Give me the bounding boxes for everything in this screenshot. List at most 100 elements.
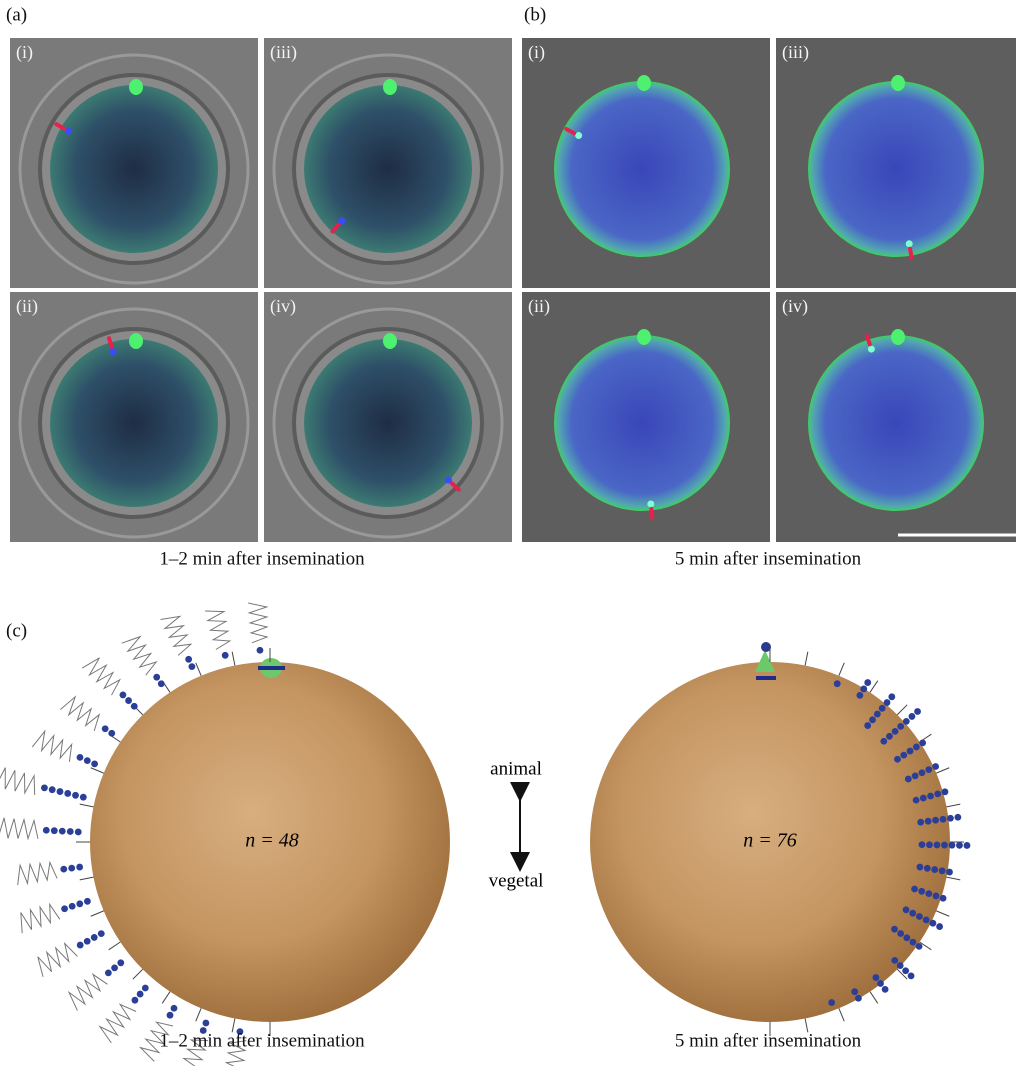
sperm-head xyxy=(897,930,904,937)
sperm-head xyxy=(877,980,884,987)
subpanel-label: (ii) xyxy=(528,296,550,317)
sperm-head xyxy=(72,792,79,799)
tick xyxy=(936,911,949,916)
panel-label: (a) xyxy=(6,4,27,25)
subpanel-label: (i) xyxy=(16,42,33,63)
tick xyxy=(133,969,143,979)
sperm-head xyxy=(910,939,917,946)
sperm-head xyxy=(76,900,83,907)
sperm-head xyxy=(60,866,67,873)
sperm-tail xyxy=(100,1004,136,1043)
sperm-head xyxy=(864,722,871,729)
sperm-head xyxy=(886,733,893,740)
tick xyxy=(162,992,170,1004)
sperm-head xyxy=(933,893,940,900)
axis-label: vegetal xyxy=(489,870,544,891)
sperm-tail xyxy=(248,603,267,643)
sperm-head xyxy=(913,744,920,751)
sperm-head xyxy=(920,795,927,802)
sperm-tail xyxy=(60,697,99,731)
axis-label: animal xyxy=(490,758,542,779)
sperm-head xyxy=(880,738,887,745)
sperm-head xyxy=(927,793,934,800)
caption: 1–2 min after insemination xyxy=(159,1030,365,1051)
sperm-head xyxy=(917,819,924,826)
sperm-head xyxy=(882,986,889,993)
micrograph: (i) xyxy=(522,38,770,288)
micrograph: (ii) xyxy=(10,292,258,542)
sperm-head xyxy=(117,959,124,966)
micrograph: (iii) xyxy=(776,38,1016,288)
sperm-head xyxy=(879,705,886,712)
sperm-head xyxy=(864,679,871,686)
tick xyxy=(870,992,878,1004)
sperm-head xyxy=(137,991,144,998)
sperm-head xyxy=(102,725,109,732)
image xyxy=(522,38,770,288)
sperm-tail xyxy=(32,731,71,762)
sperm-head xyxy=(869,716,876,723)
arrowhead xyxy=(109,338,112,347)
sperm-head xyxy=(91,761,98,768)
sperm-head xyxy=(903,934,910,941)
polar-body xyxy=(383,79,397,95)
sperm-head xyxy=(911,886,918,893)
sperm-head xyxy=(68,865,75,872)
arrowhead xyxy=(910,249,912,258)
sperm-head xyxy=(949,842,956,849)
egg xyxy=(554,81,730,257)
sperm-head xyxy=(153,674,160,681)
sperm-head xyxy=(954,814,961,821)
sperm-head xyxy=(905,776,912,783)
sperm-head xyxy=(872,974,879,981)
sperm-head xyxy=(91,934,98,941)
sperm-head xyxy=(925,818,932,825)
tick xyxy=(805,652,808,666)
sperm-tail xyxy=(38,944,78,977)
sperm-tail xyxy=(69,974,108,1010)
sperm-head xyxy=(891,926,898,933)
tick xyxy=(870,681,878,693)
tick xyxy=(232,652,235,666)
sperm-head xyxy=(932,817,939,824)
sperm-head xyxy=(923,916,930,923)
image xyxy=(776,292,1016,542)
sperm-head xyxy=(222,652,229,659)
sperm-head xyxy=(897,723,904,730)
caption: 5 min after insemination xyxy=(675,1030,862,1051)
image xyxy=(264,292,512,542)
sperm-head xyxy=(834,680,841,687)
sperm-head xyxy=(171,1005,178,1012)
sperm-head xyxy=(257,647,264,654)
sperm-head xyxy=(941,842,948,849)
sperm-tail xyxy=(82,658,120,695)
tick xyxy=(947,877,961,880)
sperm-head xyxy=(856,692,863,699)
sperm-head xyxy=(158,680,165,687)
tick xyxy=(80,877,94,880)
sperm-head xyxy=(41,784,48,791)
caption: 5 min after insemination xyxy=(675,548,862,569)
image xyxy=(10,38,258,288)
sperm-head xyxy=(934,791,941,798)
sperm-head xyxy=(75,829,82,836)
micrograph: (iv) xyxy=(264,292,512,542)
sperm-head xyxy=(934,842,941,849)
sperm-head xyxy=(167,1012,174,1019)
sperm-head xyxy=(936,923,943,930)
sperm-head xyxy=(964,842,971,849)
sperm-head xyxy=(108,730,115,737)
sperm-head xyxy=(98,930,105,937)
caption: 1–2 min after insemination xyxy=(159,548,365,569)
sperm-head xyxy=(931,866,938,873)
subpanel-label: (iv) xyxy=(782,296,808,317)
sperm-head xyxy=(925,766,932,773)
schematic xyxy=(0,603,970,1066)
sperm-head xyxy=(61,905,68,912)
sperm-head xyxy=(67,828,74,835)
sperm-head xyxy=(185,656,192,663)
sperm-head xyxy=(888,693,895,700)
sperm-head xyxy=(57,788,64,795)
sperm-head xyxy=(909,910,916,917)
sperm-head xyxy=(932,763,939,770)
